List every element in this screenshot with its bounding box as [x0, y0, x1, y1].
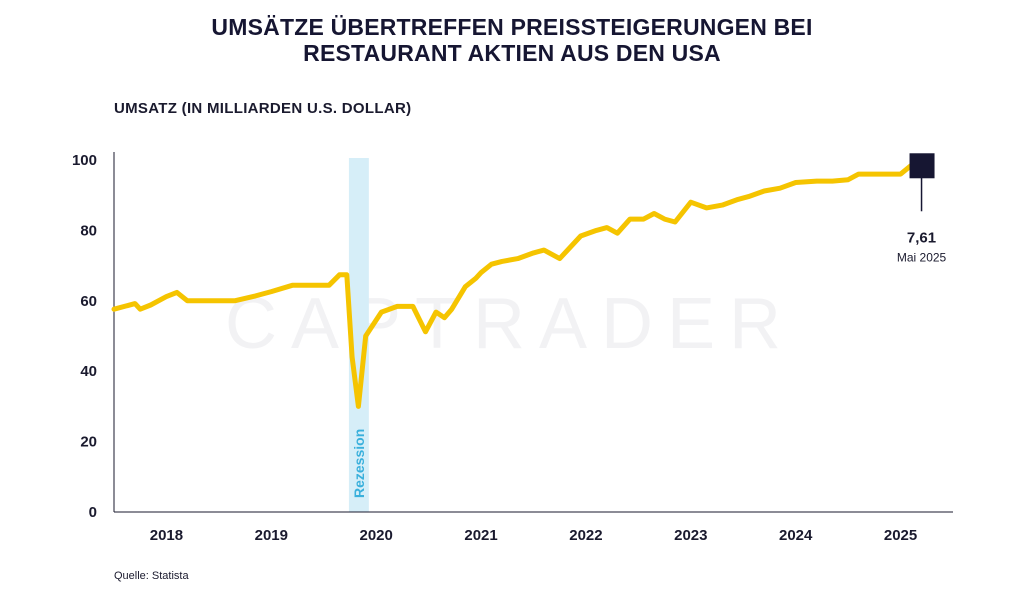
y-tick-label: 20	[80, 434, 97, 451]
y-tick-label: 60	[80, 293, 97, 310]
y-tick-label: 80	[80, 222, 97, 239]
annotation-value: 7,61	[907, 229, 936, 246]
recession-label: Rezession	[351, 429, 367, 498]
chart-title-line-1: UMSÄTZE ÜBERTREFFEN PREISSTEIGERUNGEN BE…	[211, 14, 813, 40]
x-tick-label: 2018	[150, 527, 183, 544]
recession-band	[348, 158, 369, 512]
x-tick-label: 2020	[360, 527, 393, 544]
chart-title-line-2: RESTAURANT AKTIEN AUS DEN USA	[303, 40, 721, 66]
y-axis-label: UMSATZ (IN MILLIARDEN U.S. DOLLAR)	[114, 100, 412, 117]
x-tick-label: 2023	[674, 527, 707, 544]
x-tick-label: 2024	[779, 527, 813, 544]
chart-title: UMSÄTZE ÜBERTREFFEN PREISSTEIGERUNGEN BE…	[0, 14, 1024, 66]
x-tick-label: 2025	[884, 527, 917, 544]
series-line	[111, 163, 919, 409]
watermark-text: CAPTRADER	[225, 284, 795, 364]
y-tick-label: 0	[89, 504, 97, 521]
source-note: Quelle: Statista	[114, 570, 189, 582]
y-tick-label: 40	[80, 363, 97, 380]
y-tick-label: 100	[72, 152, 97, 169]
annotation-date: Mai 2025	[897, 250, 947, 264]
series-layer	[111, 163, 919, 409]
annotation-layer: 7,61 Mai 2025	[897, 153, 947, 264]
x-tick-label: 2022	[569, 527, 602, 544]
recession-layer: Rezession	[348, 158, 369, 512]
x-tick-label: 2021	[464, 527, 497, 544]
axis-layer: 0 20 40 60 80 100 2018 2019 2020 2021 2022 2023 2024…	[72, 152, 953, 544]
annotation-marker	[909, 153, 935, 179]
x-tick-label: 2019	[255, 527, 288, 544]
